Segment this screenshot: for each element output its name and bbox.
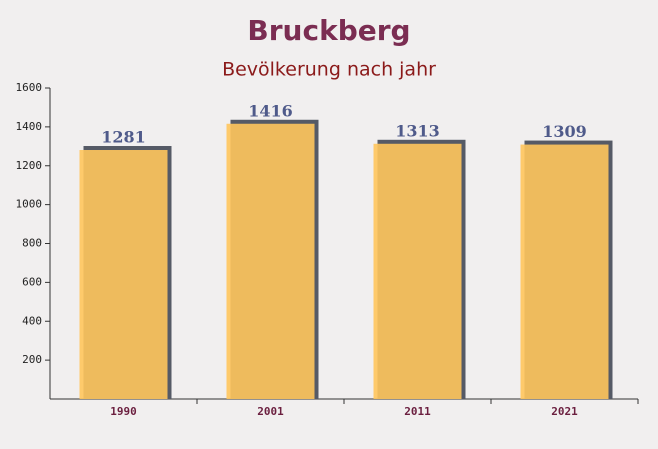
bar — [520, 144, 609, 399]
bar — [226, 123, 315, 399]
y-tick-label: 1200 — [16, 159, 43, 172]
bar — [79, 150, 168, 399]
value-label: 1281 — [101, 128, 146, 147]
value-label: 1309 — [542, 122, 587, 141]
chart-subtitle: Bevölkerung nach jahr — [222, 59, 436, 81]
chart-title: Bruckberg — [247, 14, 410, 47]
value-label: 1416 — [248, 101, 293, 120]
x-tick-label: 2011 — [404, 405, 431, 418]
y-tick-label: 1000 — [16, 198, 43, 211]
x-tick-label: 1990 — [110, 405, 137, 418]
x-tick-label: 2021 — [551, 405, 578, 418]
value-label: 1313 — [395, 121, 440, 140]
y-tick-label: 200 — [22, 353, 42, 366]
y-tick-label: 1600 — [16, 81, 43, 94]
x-tick-label: 2001 — [257, 405, 284, 418]
y-tick-label: 400 — [22, 314, 42, 327]
y-tick-label: 600 — [22, 275, 42, 288]
y-tick-label: 800 — [22, 237, 42, 250]
bar — [373, 143, 462, 399]
y-tick-label: 1400 — [16, 120, 43, 133]
